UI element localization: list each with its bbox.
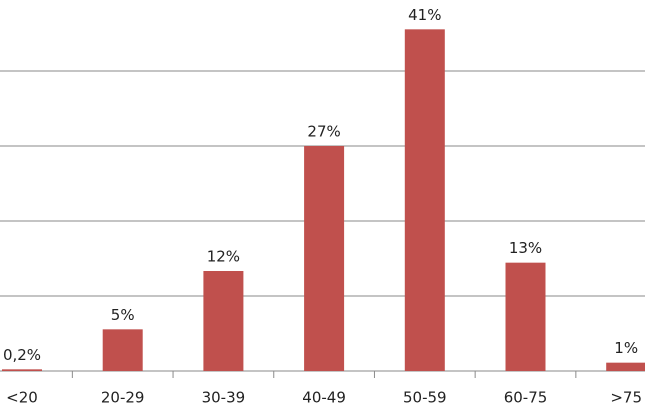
bar [404,29,445,371]
value-label: 1% [614,339,638,357]
bar [505,262,546,371]
x-tick-label: 30-39 [202,389,246,405]
x-tick-label: 20-29 [101,389,145,405]
value-label: 5% [111,306,135,324]
value-label: 27% [307,123,340,141]
x-tick-label: 50-59 [403,389,447,405]
bar [606,362,645,371]
x-tick-label: <20 [6,389,38,405]
bar [102,329,143,371]
x-tick-label: >75 [610,389,642,405]
bar [304,146,345,371]
bar [2,369,42,371]
x-tick-label: 60-75 [504,389,548,405]
bar [203,271,244,371]
value-label: 13% [509,239,542,257]
x-tick-label: 40-49 [302,389,346,405]
value-label: 12% [207,248,240,266]
value-label: 41% [408,6,441,24]
value-label: 0,2% [3,346,41,364]
